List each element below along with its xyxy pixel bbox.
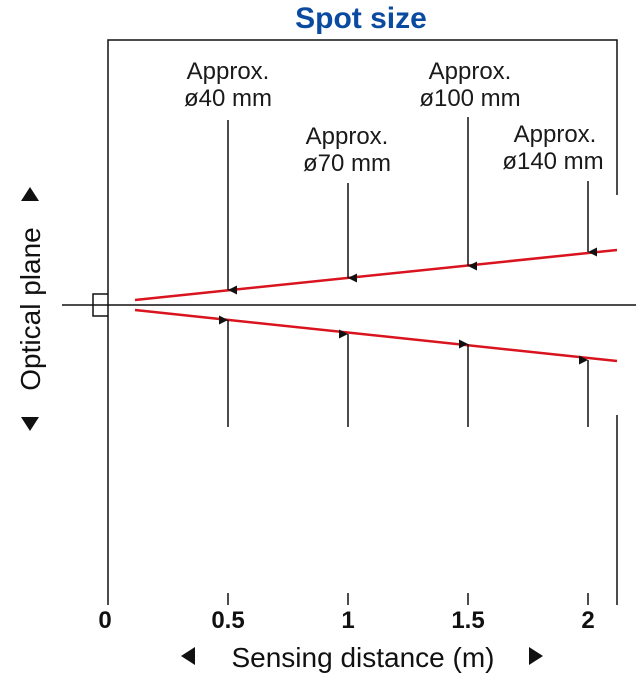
- x-tick-label: 1.5: [451, 607, 484, 634]
- diagram-title: Spot size: [295, 2, 427, 35]
- x-tick-label: 1: [341, 607, 354, 634]
- beam-lower-line: [134, 308, 618, 363]
- y-axis-label: Optical plane: [15, 227, 46, 390]
- beam-upper-line: [134, 248, 618, 302]
- x-axis-label: Sensing distance (m): [231, 642, 494, 673]
- frame-top: [107, 39, 618, 605]
- y-axis-label-group: Optical plane: [15, 187, 46, 431]
- spot-label-line2: ø40 mm: [184, 85, 272, 112]
- spot-marker-0.5: Approx. ø40 mm: [184, 58, 272, 427]
- sensor-icon: [92, 293, 108, 317]
- spot-label-line1: Approx.: [187, 58, 270, 85]
- x-tick-marks: [227, 593, 589, 605]
- spot-marker-2: Approx. ø140 mm: [502, 121, 604, 427]
- arrow-up-icon: [21, 187, 39, 201]
- spot-marker-1.5: Approx. ø100 mm: [419, 58, 521, 427]
- spot-label-line1: Approx.: [514, 121, 597, 148]
- arrow-down-icon: [21, 417, 39, 431]
- spot-label-line2: ø70 mm: [303, 150, 391, 177]
- spot-label-line1: Approx.: [306, 123, 389, 150]
- spot-label-line2: ø100 mm: [419, 85, 520, 112]
- arrow-left-icon: [181, 647, 195, 665]
- x-tick-label: 2: [581, 607, 594, 634]
- spot-label-line1: Approx.: [429, 58, 512, 85]
- arrow-right-icon: [529, 647, 543, 665]
- x-tick-label: 0.5: [211, 607, 244, 634]
- spot-marker-1: Approx. ø70 mm: [303, 123, 391, 427]
- spot-label-line2: ø140 mm: [502, 148, 603, 175]
- x-tick-label: 0: [98, 607, 111, 634]
